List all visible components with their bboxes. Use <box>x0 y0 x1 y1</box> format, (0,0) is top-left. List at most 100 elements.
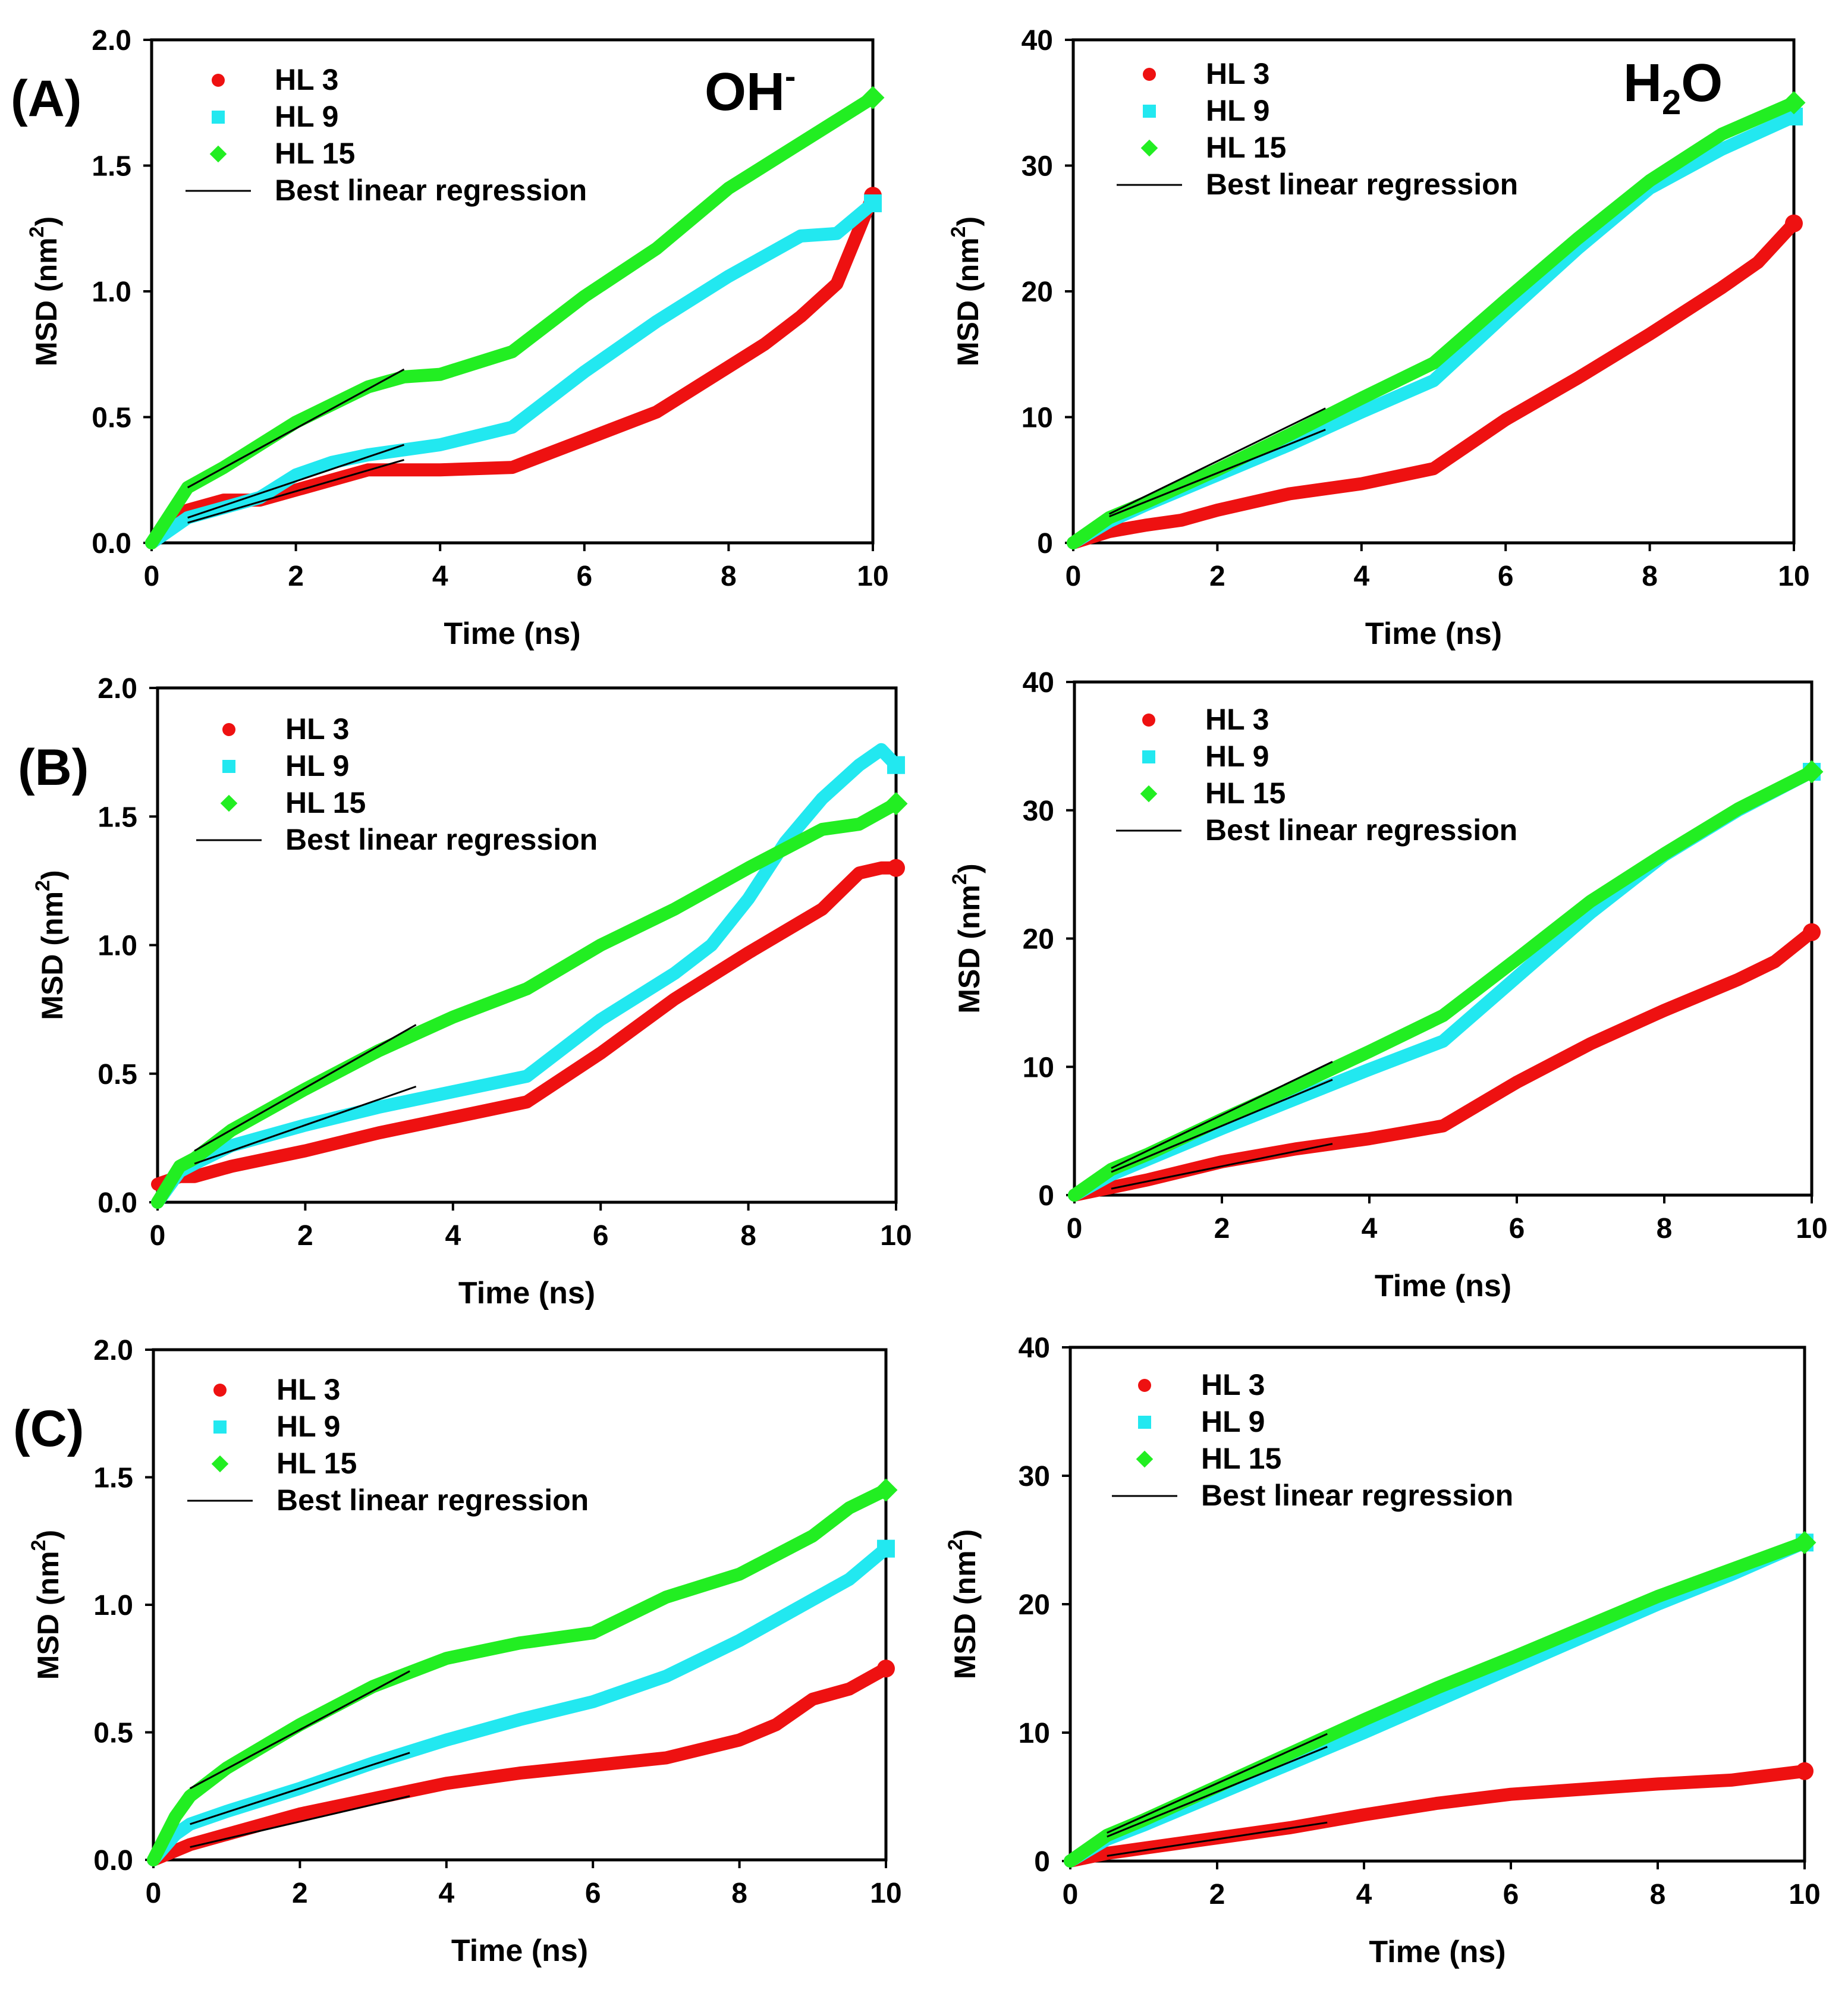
x-tick-label: 6 <box>585 1878 601 1909</box>
legend-label-regression: Best linear regression <box>275 174 587 207</box>
x-tick-label: 10 <box>1789 1879 1820 1910</box>
y-axis-label: MSD (nm2) <box>944 1529 982 1679</box>
legend-marker-hl9 <box>1142 750 1155 763</box>
series-hl9-line <box>1064 1536 1811 1868</box>
x-tick-label: 6 <box>1509 1213 1525 1244</box>
legend-label-hl9: HL 9 <box>275 100 338 133</box>
x-tick-label: 6 <box>593 1220 609 1252</box>
y-axis-label: MSD (nm2) <box>948 863 986 1013</box>
legend-label-hl9: HL 9 <box>1206 94 1269 127</box>
y-axis-label-close: ) <box>951 216 985 227</box>
y-axis-label-sup: 2 <box>947 227 970 238</box>
y-tick-label: 0 <box>1038 1180 1054 1212</box>
legend-marker-hl3 <box>213 1384 227 1397</box>
legend-label-hl9: HL 9 <box>285 749 349 782</box>
series-hl3-line <box>1064 1764 1811 1868</box>
y-axis-label-close: ) <box>32 1530 65 1540</box>
y-axis-label-main: MSD (nm <box>948 1550 982 1679</box>
x-tick-label: 10 <box>857 561 888 592</box>
x-tick-label: 8 <box>740 1220 756 1252</box>
plot-frame <box>152 1348 888 1862</box>
y-tick-label: 2.0 <box>98 673 137 705</box>
species-h2o-pre: H <box>1623 54 1662 113</box>
legend-label-hl15: HL 15 <box>1206 131 1286 164</box>
x-tick-label: 8 <box>731 1878 747 1909</box>
series-hl9-line <box>147 1542 892 1866</box>
x-axis-label: Time (ns) <box>451 1934 588 1968</box>
regression-line-hl3 <box>1111 1143 1333 1190</box>
y-axis-label-close: ) <box>953 863 986 873</box>
x-tick-label: 6 <box>1503 1879 1519 1910</box>
series-hl15-end-marker <box>1800 760 1824 784</box>
species-oh-sup: - <box>785 58 796 95</box>
legend-label-hl9: HL 9 <box>1201 1405 1265 1438</box>
legend-marker-hl15 <box>1136 1450 1154 1468</box>
regression-line-hl15 <box>187 368 405 489</box>
y-tick-label: 0 <box>1034 1846 1050 1878</box>
legend-marker-hl15 <box>1140 139 1158 157</box>
series-hl3-end-marker <box>1796 1762 1814 1780</box>
series-hl15-end-marker <box>874 1478 898 1502</box>
regression-line-hl3 <box>187 458 404 524</box>
legend-marker-hl15 <box>211 1455 229 1473</box>
plot-frame <box>1073 680 1814 1197</box>
series-hl3-line <box>1068 925 1818 1202</box>
legend-label-hl15: HL 15 <box>276 1447 357 1480</box>
regression-line-hl9 <box>1107 1746 1328 1838</box>
legend-label-hl15: HL 15 <box>1205 777 1286 810</box>
x-tick-label: 4 <box>1356 1879 1372 1910</box>
regression-line-hl9 <box>187 444 405 519</box>
y-tick-label: 0.0 <box>92 528 131 560</box>
legend: HL 3 HL 9 HL 15 Best linear regression <box>186 63 587 207</box>
x-tick-label: 2 <box>292 1878 308 1909</box>
series-hl3-line <box>1067 216 1800 549</box>
species-oh-base: OH <box>705 62 785 122</box>
y-tick-label: 2.0 <box>93 1335 133 1366</box>
x-tick-label: 10 <box>880 1220 912 1252</box>
legend-marker-hl3 <box>1143 68 1156 81</box>
y-tick-label: 0 <box>1037 528 1053 560</box>
y-tick-label: 20 <box>1023 924 1054 956</box>
y-axis-label-sup: 2 <box>26 227 48 238</box>
y-tick-label: 40 <box>1023 667 1054 699</box>
x-tick-label: 10 <box>870 1878 901 1909</box>
x-tick-label: 8 <box>721 561 737 592</box>
y-axis-label: MSD (nm2) <box>32 870 69 1020</box>
species-label-oh: OH- <box>705 58 796 122</box>
x-axis-label: Time (ns) <box>458 1276 595 1310</box>
legend-label-hl15: HL 15 <box>285 786 366 819</box>
y-axis-label-main: MSD (nm <box>30 237 63 366</box>
y-axis-label-sup: 2 <box>32 880 54 891</box>
species-h2o-sub: 2 <box>1662 83 1681 122</box>
x-tick-label: 2 <box>1214 1213 1230 1244</box>
x-tick-label: 8 <box>1657 1213 1673 1244</box>
x-tick-label: 0 <box>144 561 160 592</box>
regression-line-hl15 <box>189 1670 410 1790</box>
x-tick-label: 0 <box>146 1878 162 1909</box>
x-tick-label: 2 <box>1209 561 1225 592</box>
x-tick-label: 10 <box>1796 1213 1827 1244</box>
regression-line-hl3 <box>1107 1821 1328 1857</box>
x-tick-label: 4 <box>438 1878 454 1909</box>
legend-label-hl15: HL 15 <box>1201 1442 1281 1475</box>
x-tick-label: 4 <box>432 561 448 592</box>
series-hl15-end-marker <box>1782 91 1806 115</box>
x-tick-label: 0 <box>1067 1213 1083 1244</box>
x-axis-label: Time (ns) <box>1369 1935 1506 1969</box>
y-axis-label-main: MSD (nm <box>36 891 69 1020</box>
x-tick-label: 2 <box>297 1220 313 1252</box>
x-tick-label: 6 <box>1498 561 1514 592</box>
series-hl9-end-marker <box>887 756 905 774</box>
y-tick-label: 1.5 <box>93 1463 133 1494</box>
legend-label-hl15: HL 15 <box>275 137 355 170</box>
x-tick-label: 6 <box>576 561 592 592</box>
series-hl9-end-marker <box>877 1539 895 1558</box>
legend-marker-hl9 <box>1143 105 1156 118</box>
x-axis-label: Time (ns) <box>444 617 580 651</box>
y-axis-label-main: MSD (nm <box>953 885 986 1014</box>
